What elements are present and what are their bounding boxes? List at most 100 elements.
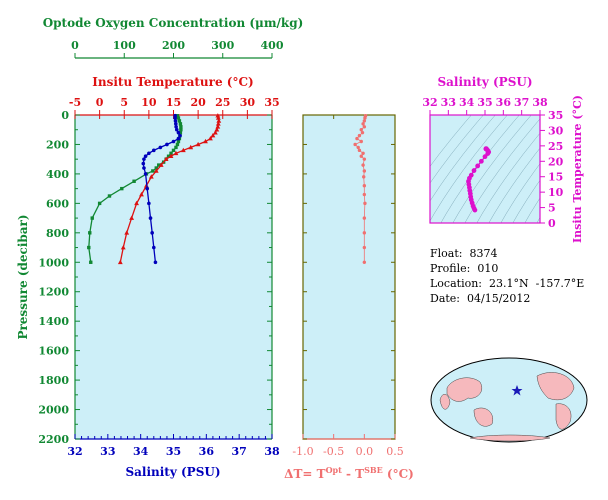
temperature-point <box>203 138 208 144</box>
delta-point <box>363 201 367 206</box>
ts-salinity-tick-label: 36 <box>496 96 512 109</box>
temperature-tick-label: 20 <box>190 96 206 109</box>
salinity-point <box>152 148 156 153</box>
oxygen-point <box>132 179 136 183</box>
temperature-point <box>120 244 126 250</box>
oxygen-tick-label: 100 <box>113 39 136 52</box>
ts-density-contour <box>430 115 472 167</box>
ts-point <box>471 168 477 173</box>
temperature-point <box>215 113 221 118</box>
salinity-point <box>145 186 150 191</box>
delta-point <box>362 183 367 188</box>
oxygen-point <box>89 260 93 264</box>
salinity-point <box>142 166 146 170</box>
salinity-point <box>158 145 163 150</box>
salinity-tick-label: 34 <box>133 445 149 458</box>
delta-point <box>362 245 367 250</box>
map-land-africa <box>439 394 451 410</box>
temperature-tick-label: 15 <box>166 96 181 109</box>
delta-point <box>362 192 367 197</box>
pressure-tick-label: 1600 <box>38 345 69 358</box>
temperature-point <box>188 144 194 150</box>
ts-salinity-tick-label: 37 <box>514 96 529 109</box>
ts-density-contour <box>512 179 540 223</box>
map-land-asia <box>446 377 483 402</box>
delta-point <box>361 151 365 155</box>
salinity-tick-label: 32 <box>67 445 82 458</box>
oxygen-point <box>107 194 112 198</box>
oxygen-tick-label: 200 <box>162 39 185 52</box>
salinity-point <box>176 130 181 135</box>
oxygen-point <box>175 114 180 118</box>
delta-point <box>355 136 359 141</box>
main-plot-area <box>75 115 272 439</box>
delta-point <box>362 119 367 123</box>
oxygen-axis-title: Optode Oxygen Concentration (μm/kg) <box>43 16 304 30</box>
salinity-axis-title: Salinity (PSU) <box>125 465 220 479</box>
salinity-point <box>143 172 148 176</box>
temperature-point <box>124 230 130 235</box>
ts-point <box>478 158 484 164</box>
ts-density-contour <box>464 118 540 223</box>
oxygen-point <box>120 186 124 191</box>
temperature-point <box>210 133 216 138</box>
delta-point <box>359 139 363 144</box>
delta-point <box>362 157 367 161</box>
salinity-tick-label: 36 <box>199 445 215 458</box>
salinity-tick-label: 38 <box>264 445 280 458</box>
ts-salinity-tick-label: 32 <box>422 96 437 109</box>
delta-point <box>357 148 362 153</box>
oxygen-point <box>166 154 171 158</box>
oxygen-point <box>178 122 183 126</box>
salinity-tick-label: 33 <box>100 445 115 458</box>
ts-temperature-title: Insitu Temperature (°C) <box>571 95 584 243</box>
temperature-point <box>117 259 123 265</box>
oxygen-point <box>154 166 158 170</box>
salinity-point <box>174 124 178 129</box>
main-series <box>87 113 222 265</box>
salinity-point <box>153 260 158 265</box>
temperature-point <box>214 127 220 132</box>
salinity-point <box>165 142 169 147</box>
salinity-point <box>173 116 177 120</box>
delta-point <box>362 260 367 264</box>
pressure-tick-label: 200 <box>46 138 69 151</box>
ts-point <box>468 172 474 178</box>
delta-point <box>363 116 367 120</box>
temperature-point <box>148 174 154 179</box>
pressure-tick-label: 0 <box>61 109 69 122</box>
temperature-point <box>215 115 221 120</box>
salinity-point <box>173 122 178 126</box>
salinity-point <box>142 157 146 161</box>
ts-series <box>466 146 492 213</box>
ts-temperature-tick-label: 35 <box>548 109 563 122</box>
salinity-point <box>152 245 156 250</box>
temperature-point <box>212 130 218 135</box>
delta-series <box>353 114 368 264</box>
temperature-tick-label: 5 <box>120 96 128 109</box>
pressure-tick-label: 2000 <box>38 404 69 417</box>
ts-density-contour <box>524 197 540 223</box>
main-panel: 0200400600800100012001400160018002000220… <box>16 16 303 479</box>
salinity-tick-label: 37 <box>232 445 247 458</box>
temperature-point <box>215 121 221 126</box>
salinity-point <box>176 136 181 141</box>
temperature-point <box>215 124 221 129</box>
delta-point <box>356 145 360 150</box>
ts-density-contour <box>430 115 508 222</box>
salinity-tick-label: 35 <box>166 445 181 458</box>
oxygen-point <box>179 128 183 132</box>
delta-point <box>357 133 362 138</box>
delta-point <box>361 122 365 126</box>
delta-tick-label: 0.5 <box>386 445 404 458</box>
temperature-axis-title: Insitu Temperature (°C) <box>92 75 253 89</box>
pressure-tick-label: 400 <box>46 168 69 181</box>
temperature-point <box>139 191 144 197</box>
ts-plot-area <box>430 115 540 223</box>
salinity-point <box>150 231 154 235</box>
ts-density-contour <box>476 132 540 223</box>
ts-point <box>482 154 488 160</box>
delta-point <box>362 216 367 220</box>
oxygen-point <box>179 125 183 129</box>
float-location-star-icon <box>511 385 523 396</box>
